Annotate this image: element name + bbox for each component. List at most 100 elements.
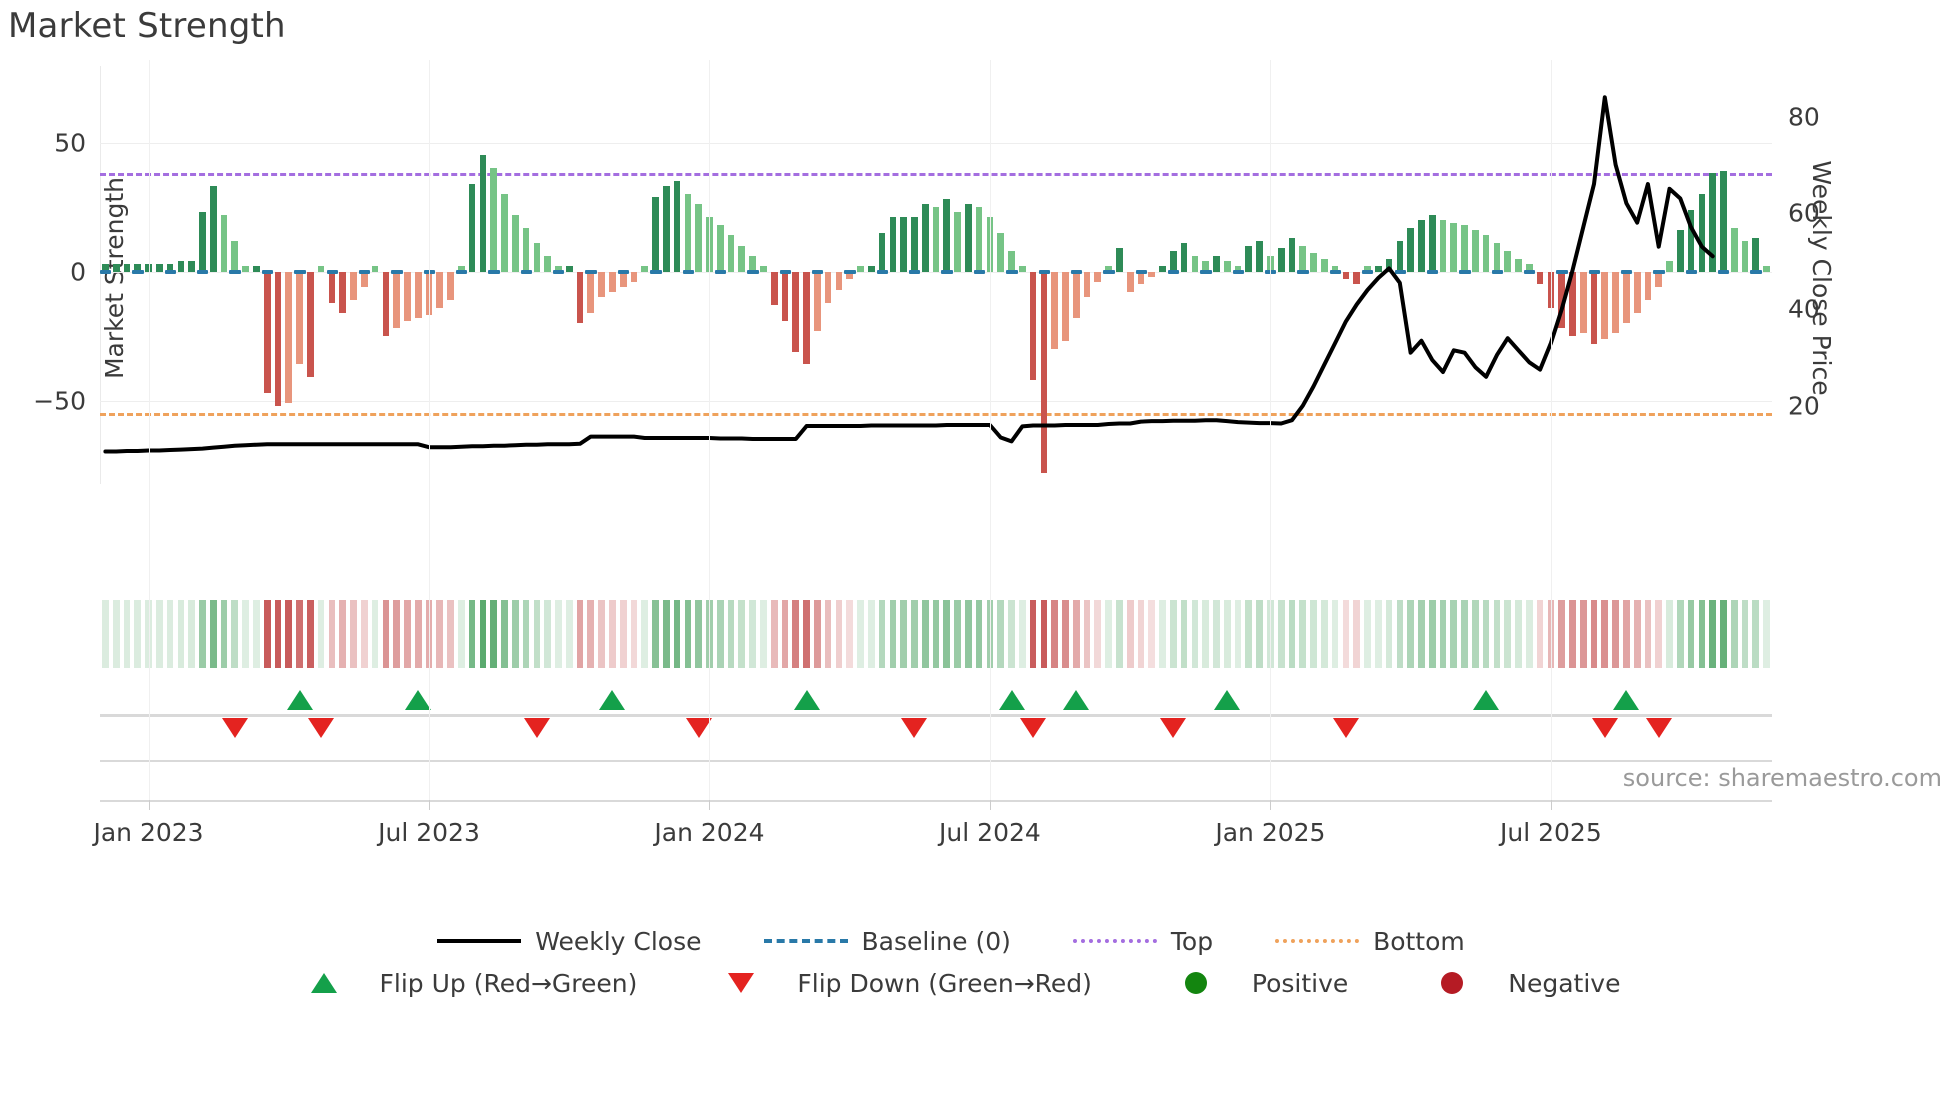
bar: [522, 227, 530, 272]
heat-cell: [479, 600, 487, 668]
bar: [954, 212, 961, 272]
bar: [813, 271, 821, 331]
flip-marker-axis: [100, 714, 1772, 717]
heat-cell: [1169, 600, 1177, 668]
x-gridline: [148, 60, 150, 800]
heat-cell: [1191, 600, 1199, 668]
legend-item-positive[interactable]: Positive: [1152, 969, 1348, 998]
bar: [673, 181, 681, 272]
baseline-dash-segment: [1329, 269, 1342, 274]
legend-item-top[interactable]: Top: [1071, 927, 1213, 956]
source-label: source: sharemaestro.com: [1622, 764, 1942, 792]
x-tick-mark: [1550, 800, 1552, 810]
bar: [242, 266, 249, 272]
heat-cell: [1040, 600, 1048, 668]
bar: [1644, 271, 1652, 300]
bar: [1720, 170, 1727, 272]
bar: [231, 240, 239, 272]
heat-cell: [1698, 600, 1706, 668]
legend-item-weekly-close[interactable]: Weekly Close: [435, 927, 702, 956]
heat-cell: [857, 600, 864, 668]
heat-cell: [1633, 600, 1641, 668]
heat-cell: [1482, 600, 1490, 668]
heat-cell: [1126, 600, 1134, 668]
x-tick-label: Jul 2023: [378, 818, 480, 847]
heat-cell: [544, 600, 551, 668]
bar: [867, 266, 875, 272]
flip-up-marker: [793, 690, 820, 710]
heat-cell: [792, 600, 800, 668]
flip-down-marker: [221, 718, 248, 738]
legend-item-bottom[interactable]: Bottom: [1273, 927, 1465, 956]
legend-item-baseline-0[interactable]: Baseline (0): [762, 927, 1011, 956]
baseline-dash-segment: [844, 269, 856, 274]
x-gridline: [429, 60, 430, 800]
heat-cell: [1623, 600, 1630, 668]
heat-cell: [123, 600, 131, 668]
heat-cell: [1137, 600, 1145, 668]
heat-cell: [393, 600, 400, 668]
bar: [1234, 266, 1242, 272]
bar: [177, 261, 185, 272]
flip-down-marker: [1591, 718, 1618, 738]
bar: [544, 256, 551, 272]
legend-item-negative[interactable]: Negative: [1408, 969, 1620, 998]
heat-cell: [1364, 600, 1371, 668]
heat-cell: [975, 600, 983, 668]
heat-cell: [1223, 600, 1231, 668]
heat-cell: [350, 600, 357, 668]
bar: [1062, 271, 1069, 342]
gridline: [100, 142, 1772, 144]
bar: [1083, 271, 1091, 298]
heat-cell: [813, 600, 821, 668]
heat-cell: [555, 600, 562, 668]
heat-cell: [619, 600, 627, 668]
heat-cell: [965, 600, 972, 668]
baseline-dash-segment: [1006, 269, 1018, 274]
bar: [1245, 245, 1253, 272]
bar: [1256, 240, 1263, 272]
bar: [619, 271, 627, 288]
heat-cell: [1116, 600, 1123, 668]
heat-cell: [1536, 600, 1544, 668]
baseline-dash-segment: [747, 269, 759, 274]
bar: [1450, 222, 1458, 272]
heat-cell: [1213, 600, 1220, 668]
flip-down-marker: [901, 718, 928, 738]
legend-item-flip-down-green-red[interactable]: Flip Down (Green→Red): [697, 969, 1092, 998]
heat-cell: [242, 600, 249, 668]
bar: [716, 225, 724, 272]
heat-cell: [1687, 600, 1695, 668]
heat-cell: [134, 600, 142, 668]
bar: [1385, 258, 1393, 272]
legend-swatch: [1275, 939, 1360, 943]
heat-cell: [1428, 600, 1436, 668]
bar: [166, 263, 174, 272]
y-tick-left-0: 0: [70, 257, 86, 287]
bar: [490, 168, 498, 272]
circle-icon: [1408, 970, 1496, 996]
bar: [209, 186, 217, 272]
baseline-dash-segment: [682, 269, 694, 274]
heat-cell: [1029, 600, 1037, 668]
heat-cell: [1709, 600, 1716, 668]
heat-cell: [760, 600, 767, 668]
baseline-dash-segment: [1038, 269, 1050, 274]
legend-item-flip-up-red-green[interactable]: Flip Up (Red→Green): [280, 969, 637, 998]
flip-down-marker: [685, 718, 712, 738]
x-tick-label: Jan 2024: [654, 818, 765, 847]
bar: [738, 245, 746, 272]
x-tick-label: Jan 2025: [1215, 818, 1326, 847]
heat-cell: [598, 600, 605, 668]
heat-cell: [533, 600, 541, 668]
heat-cell: [414, 600, 422, 668]
bar: [414, 271, 422, 318]
baseline-dash-segment: [520, 269, 533, 274]
heat-cell: [177, 600, 185, 668]
heat-cell: [1655, 600, 1663, 668]
heat-cell: [587, 600, 595, 668]
heat-cell: [360, 600, 368, 668]
heat-cell: [253, 600, 260, 668]
bar: [479, 155, 487, 272]
baseline-dash-segment: [941, 269, 953, 274]
